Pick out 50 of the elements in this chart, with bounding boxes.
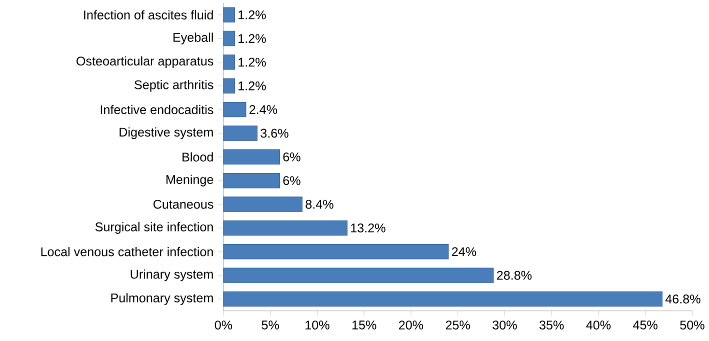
data-label: 1.2% — [238, 58, 266, 67]
y-tick-label: Infection of ascites fluid — [84, 10, 213, 20]
bar — [223, 292, 662, 307]
data-label: 1.2% — [238, 10, 266, 20]
data-label: 6% — [283, 176, 300, 186]
x-tick-label: 15% — [352, 320, 376, 330]
bar — [223, 7, 235, 23]
x-tick-label: 45% — [633, 320, 658, 330]
y-tick-label: Urinary system — [130, 270, 213, 282]
y-tick-label: Pulmonary system — [111, 293, 213, 306]
x-tick-label: 35% — [539, 320, 564, 330]
y-tick-label: Eyeball — [173, 32, 213, 45]
data-label: 3.6% — [260, 128, 288, 138]
x-tick-label: 20% — [398, 320, 424, 330]
bar — [223, 78, 235, 94]
bar — [223, 220, 348, 236]
x-tick-label: 0% — [214, 320, 232, 330]
data-label: 1.2% — [238, 82, 266, 90]
bar — [223, 31, 235, 46]
y-tick-label: Septic arthritis — [134, 80, 214, 92]
bar — [223, 149, 280, 165]
x-tick-label: 50% — [680, 320, 704, 330]
bar — [223, 244, 449, 260]
bar — [223, 126, 258, 142]
data-label: 8.4% — [306, 200, 334, 209]
bar — [223, 54, 235, 70]
data-label: 28.8% — [497, 271, 532, 280]
y-tick-label: Osteoarticular apparatus — [76, 56, 214, 68]
y-tick-label: Cutaneous — [154, 200, 214, 209]
bar — [223, 196, 302, 212]
x-tick-label: 40% — [586, 320, 611, 330]
data-label: 46.8% — [665, 294, 700, 304]
data-label: 6% — [283, 152, 300, 162]
data-label: 24% — [452, 247, 476, 256]
bar — [223, 102, 246, 118]
data-label: 2.4% — [250, 105, 278, 114]
y-tick-label: Infective endocaditis — [100, 105, 214, 114]
data-label: 13.2% — [351, 224, 386, 233]
x-tick-label: 5% — [262, 320, 279, 330]
data-label: 1.2% — [238, 34, 266, 44]
x-tick-label: 25% — [446, 320, 470, 330]
x-tick-label: 30% — [492, 320, 517, 330]
y-tick-label: Surgical site infection — [95, 222, 213, 234]
y-tick-label: Meninge — [166, 174, 214, 187]
bar — [223, 268, 494, 284]
y-tick-label: Digestive system — [120, 128, 213, 140]
y-tick-label: Local venous catheter infection — [41, 247, 213, 256]
x-tick-label: 10% — [306, 320, 330, 330]
bar — [223, 173, 280, 188]
y-tick-label: Blood — [182, 152, 213, 162]
